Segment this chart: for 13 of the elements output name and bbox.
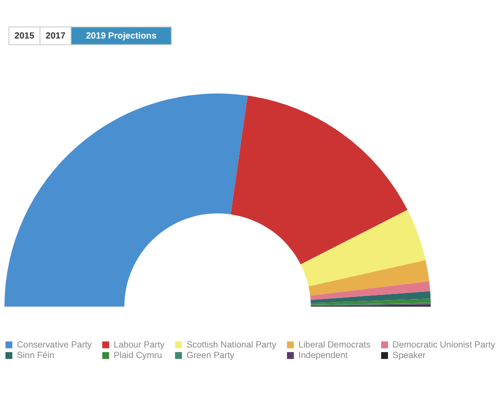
legend-label: Labour Party <box>114 340 166 350</box>
legend-label: Independent <box>298 350 348 360</box>
legend-label: Liberal Democrats <box>298 340 371 350</box>
text: 2019 Projections <box>86 30 157 40</box>
legend-label: Plaid Cymru <box>114 350 162 360</box>
legend-label: Democratic Unionist Party <box>392 340 496 350</box>
legend-label: Scottish National Party <box>186 340 277 350</box>
text: 2015 <box>14 30 34 40</box>
legend-label: Sinn Féin <box>16 350 54 360</box>
legend-label: Speaker <box>392 350 426 360</box>
legend-label: Green Party <box>186 350 235 360</box>
text: 2017 <box>46 30 66 40</box>
legend-label: Conservative Party <box>16 340 92 350</box>
